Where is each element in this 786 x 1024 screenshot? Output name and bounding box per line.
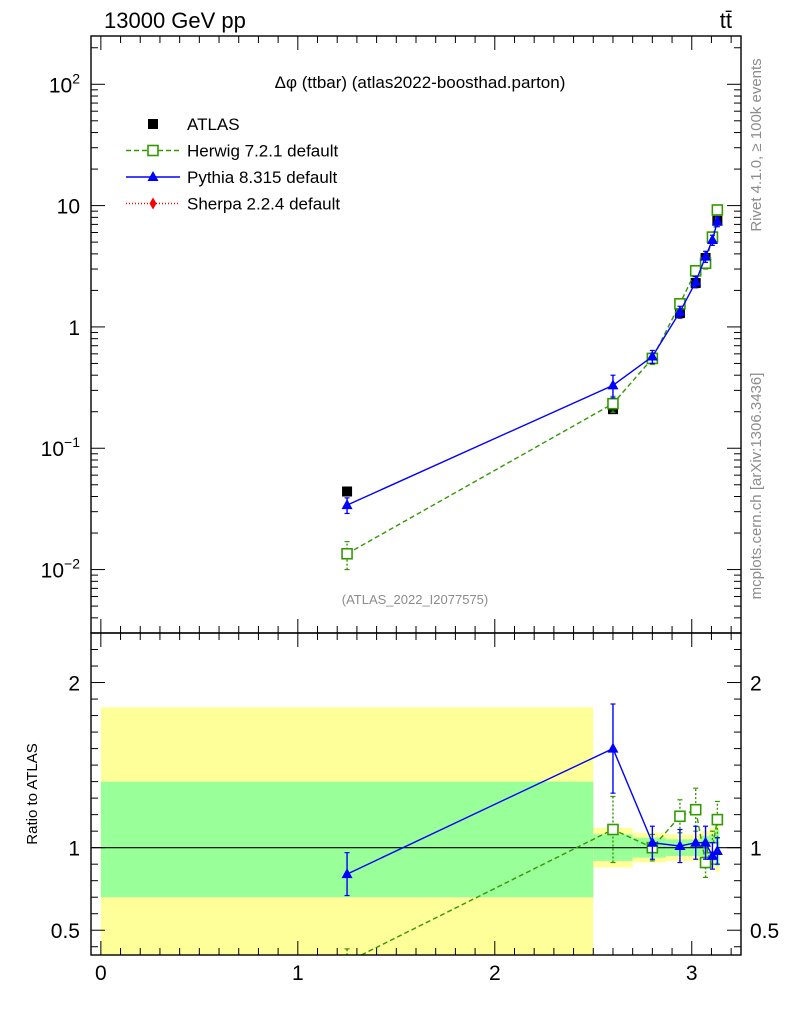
main-point-2-5 [700, 250, 712, 261]
chart-title: Δφ (ttbar) (atlas2022-boosthad.parton) [275, 73, 566, 92]
ratio-ytick-label-left-1: 1 [68, 838, 80, 861]
ratio-ytick-label-right-1: 1 [750, 838, 762, 861]
ratio-panel-background [91, 707, 741, 955]
legend-marker-3 [149, 197, 157, 210]
legend-label-0: ATLAS [187, 115, 240, 134]
main-point-2-0 [341, 499, 353, 510]
ratio-panel-data [341, 703, 724, 955]
ratio-xtick-label-3: 3 [686, 962, 698, 985]
ratio-xtick-label-0: 0 [95, 962, 107, 985]
ratio-xtick-label-1: 1 [292, 962, 304, 985]
main-point-0-0 [342, 486, 353, 497]
ratio-panel-ticks: 0.5 0.5 1 1 2 2 0 1 2 3 [51, 633, 779, 985]
main-panel-data [341, 204, 724, 571]
ratio-y-axis-label: Ratio to ATLAS [24, 743, 41, 844]
main-panel-ticks: 10−2 10−1 1 10 102 [41, 36, 741, 634]
legend: ATLAS Herwig 7.2.1 default Pythia 8.315 de… [126, 115, 340, 214]
ratio-ytick-label-right-0: 0.5 [750, 920, 779, 943]
main-point-2-3 [674, 305, 686, 316]
header-right-label: tt̄ [720, 8, 732, 33]
ratio-point-1-3 [674, 840, 686, 851]
legend-label-1: Herwig 7.2.1 default [187, 142, 338, 161]
main-ytick-label-3: 10 [57, 196, 80, 219]
ratio-point-1-4 [690, 836, 702, 847]
main-point-2-1 [607, 379, 619, 390]
main-ytick-label-0: 10−2 [41, 556, 81, 583]
legend-marker-1 [147, 144, 159, 157]
main-point-2-7 [711, 215, 723, 226]
main-point-2-6 [706, 234, 718, 245]
ratio-point-0-7 [711, 813, 724, 826]
ratio-ytick-label-left-2: 2 [68, 673, 80, 696]
main-point-1-7 [711, 204, 724, 216]
chart-watermark: (ATLAS_2022_I2077575) [342, 592, 488, 607]
header-left-label: 13000 GeV pp [104, 8, 246, 33]
ratio-point-1-5 [700, 836, 712, 847]
ratio-point-0-4 [689, 803, 702, 816]
ratio-point-1-1 [607, 742, 619, 753]
side-label-bottom: mcplots.cern.ch [arXiv:1306.3436] [748, 373, 765, 600]
main-ytick-label-4: 102 [49, 70, 80, 97]
ratio-point-0-1 [607, 823, 619, 836]
ratio-point-1-0 [341, 868, 353, 879]
main-point-1-1 [607, 397, 619, 410]
main-series-line-1 [346, 209, 719, 555]
ratio-point-1-2 [646, 836, 658, 847]
legend-label-2: Pythia 8.315 default [187, 168, 338, 187]
side-label-top: Rivet 4.1.0, ≥ 100k events [748, 58, 765, 231]
main-ytick-label-1: 10−1 [41, 434, 81, 461]
legend-marker-2 [147, 171, 159, 181]
main-point-2-2 [646, 350, 658, 361]
main-point-2-4 [690, 275, 702, 286]
ratio-ytick-label-left-0: 0.5 [51, 920, 80, 943]
ratio-point-1-7 [711, 844, 723, 855]
main-point-1-0 [341, 547, 353, 560]
main-ytick-label-2: 1 [68, 317, 80, 340]
ratio-xtick-label-2: 2 [489, 962, 501, 985]
main-series-line-2 [346, 221, 719, 506]
legend-marker-0 [148, 119, 158, 129]
ratio-point-0-3 [674, 810, 686, 823]
legend-label-3: Sherpa 2.2.4 default [187, 195, 340, 214]
ratio-ytick-label-right-2: 2 [750, 673, 762, 696]
